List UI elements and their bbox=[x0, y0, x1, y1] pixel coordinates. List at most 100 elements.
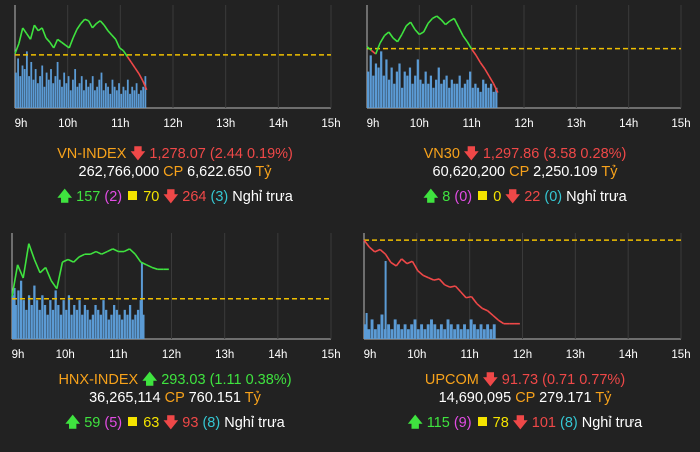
volume-bar bbox=[401, 87, 404, 108]
index-summary-upcom: UPCOM 🡇 91.73 (0.71 0.77%) bbox=[350, 369, 700, 394]
unchanged-square-icon bbox=[128, 191, 138, 200]
index-line-segment bbox=[39, 266, 47, 274]
volume-bar bbox=[39, 76, 41, 108]
volume-bar bbox=[369, 55, 372, 108]
volume-bar bbox=[142, 314, 145, 339]
index-line-segment bbox=[50, 280, 58, 290]
volume-bar bbox=[25, 51, 28, 108]
volume-bar bbox=[476, 87, 480, 108]
volume-bar bbox=[427, 83, 430, 108]
up-count: 115 bbox=[426, 415, 450, 431]
unchanged-square-icon bbox=[128, 417, 138, 426]
volume-bar bbox=[83, 304, 87, 339]
breadth-line-vn30: 🡅 8 (0) 0 🡇 22 (0) Nghỉ trưa bbox=[350, 186, 700, 211]
index-line-segment bbox=[460, 291, 467, 299]
volume-bar bbox=[131, 319, 134, 339]
index-line-segment bbox=[440, 19, 447, 26]
index-line-segment bbox=[72, 28, 78, 39]
floor-count: (3) bbox=[210, 189, 229, 205]
index-line-segment bbox=[123, 248, 130, 253]
volume-bar bbox=[94, 304, 97, 339]
index-line-segment bbox=[134, 253, 142, 263]
index-line-segment bbox=[129, 248, 136, 255]
panel-upcom: 9h 10h 11h 12h 13h 14h 15h UPCOM 🡇 91.73 (0.71… bbox=[350, 226, 700, 452]
volume-bar bbox=[487, 87, 490, 108]
volume-bar bbox=[403, 71, 406, 108]
index-change: (2.44 0.19%) bbox=[209, 146, 293, 162]
index-line-segment bbox=[444, 284, 451, 288]
up-count: 8 bbox=[442, 189, 451, 205]
index-line-segment bbox=[101, 250, 108, 255]
index-line-segment bbox=[401, 25, 407, 35]
volume-bar bbox=[41, 65, 44, 108]
volume-bar bbox=[380, 314, 384, 339]
volume-bar bbox=[123, 309, 126, 339]
panel-vnindex: 9h 10h 11h 12h 13h 14h 15h VN-INDEX 🡇 1,278.07… bbox=[0, 0, 350, 226]
volume-bar bbox=[22, 300, 25, 339]
index-name: UPCOM bbox=[424, 372, 479, 388]
volume-bar bbox=[126, 314, 129, 339]
panel-vn30: 9h 10h 11h 12h 13h 14h 15h VN30 🡇 1,297.86 (3.… bbox=[350, 0, 700, 226]
index-line-segment bbox=[29, 24, 36, 40]
volume-bar bbox=[49, 300, 52, 339]
x-tick-label: 13h bbox=[216, 118, 235, 130]
index-line-segment bbox=[422, 23, 429, 33]
volume-bar bbox=[76, 86, 79, 108]
index-line-segment bbox=[484, 68, 490, 77]
index-line-segment bbox=[453, 18, 460, 28]
market-status: Nghỉ trưa bbox=[566, 189, 627, 205]
index-name: HNX-INDEX bbox=[58, 372, 139, 388]
chart-hnxindex: 9h 10h 11h 12h 13h 14h 15h bbox=[11, 233, 341, 361]
x-tick-label: 15h bbox=[321, 118, 340, 130]
volume-bar bbox=[59, 314, 63, 339]
volume-bar bbox=[63, 72, 66, 108]
index-line-segment bbox=[126, 56, 132, 63]
volume-bar bbox=[30, 304, 33, 339]
up-arrow-icon: 🡅 bbox=[65, 415, 81, 431]
volume-bar bbox=[94, 90, 96, 108]
volume-bar bbox=[459, 329, 463, 339]
volume-bar bbox=[469, 319, 473, 339]
volume-bar bbox=[75, 309, 79, 339]
volume-bar bbox=[85, 79, 88, 108]
volume-bar bbox=[463, 83, 467, 108]
volume-bar bbox=[126, 79, 129, 108]
index-line-segment bbox=[438, 278, 446, 286]
volume-bar bbox=[17, 290, 20, 339]
index-value: 91.73 bbox=[501, 372, 539, 388]
chart-upcom: 9h 10h 11h 12h 13h 14h 15h bbox=[363, 233, 691, 361]
volume-bar bbox=[406, 329, 410, 339]
index-line-segment bbox=[379, 35, 386, 44]
volume-value: 60,620,200 bbox=[432, 164, 506, 180]
volume-bar bbox=[27, 295, 31, 339]
index-line-segment bbox=[479, 62, 486, 70]
down-count: 101 bbox=[531, 415, 556, 431]
index-line-segment bbox=[28, 243, 36, 260]
volume-bar bbox=[89, 83, 92, 108]
volume-bar bbox=[105, 309, 108, 339]
volume-spike bbox=[13, 288, 16, 339]
index-line-segment bbox=[80, 18, 86, 25]
volume-bar bbox=[463, 324, 466, 339]
index-line-segment bbox=[90, 250, 97, 255]
floor-count: (8) bbox=[559, 415, 578, 431]
volume-bar bbox=[111, 79, 114, 108]
volume-bar bbox=[387, 324, 391, 339]
volume-bar bbox=[107, 319, 110, 339]
index-line-segment bbox=[395, 258, 403, 267]
index-line-segment bbox=[33, 24, 39, 32]
down-count: 93 bbox=[182, 415, 199, 431]
index-line-segment bbox=[390, 261, 397, 267]
up-arrow-icon: 🡅 bbox=[407, 415, 423, 431]
volume-bar bbox=[439, 324, 443, 339]
down-arrow-icon: 🡇 bbox=[463, 146, 479, 162]
volume-bar bbox=[476, 329, 480, 339]
volume-bar bbox=[23, 69, 26, 108]
volume-bar bbox=[387, 79, 391, 108]
volume-bar bbox=[38, 309, 41, 339]
index-line-segment bbox=[366, 46, 372, 51]
x-tick-label: 10h bbox=[56, 349, 75, 361]
index-name: VN30 bbox=[423, 146, 460, 162]
volume-bar bbox=[113, 304, 116, 339]
index-line-segment bbox=[73, 256, 80, 263]
